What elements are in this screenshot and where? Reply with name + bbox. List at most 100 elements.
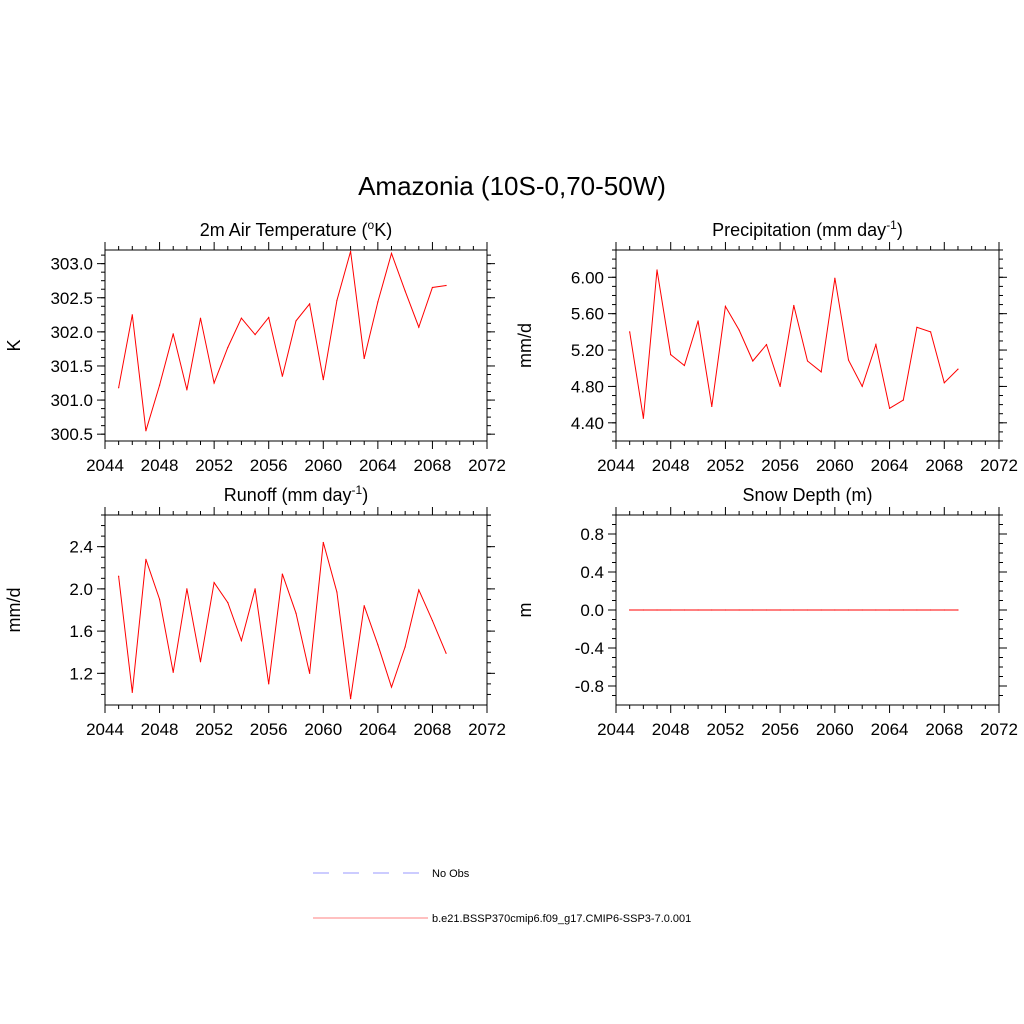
x-tick-label: 2052 xyxy=(195,456,233,475)
y-tick-label: 1.6 xyxy=(69,622,93,641)
data-point xyxy=(683,609,685,611)
data-point xyxy=(916,326,918,328)
x-tick-label: 2072 xyxy=(980,720,1018,739)
data-point xyxy=(281,573,283,575)
data-point xyxy=(322,379,324,381)
main-title: Amazonia (10S-0,70-50W) xyxy=(358,171,666,201)
data-point xyxy=(390,686,393,688)
data-point xyxy=(902,399,904,401)
data-point xyxy=(888,407,891,409)
legend: No Obs b.e21.BSSP370cmip6.f09_g17.CMIP6-… xyxy=(313,868,691,925)
data-point xyxy=(752,609,754,611)
legend-label-model: b.e21.BSSP370cmip6.f09_g17.CMIP6-SSP3-7.… xyxy=(432,913,691,925)
data-point xyxy=(902,609,904,611)
data-point xyxy=(916,609,918,611)
data-point xyxy=(145,558,147,560)
data-point xyxy=(930,331,932,333)
x-tick-label: 2072 xyxy=(980,456,1018,475)
plot-frame xyxy=(104,249,488,442)
y-tick-label: 5.20 xyxy=(571,341,604,360)
data-point xyxy=(199,661,202,663)
x-tick-label: 2044 xyxy=(597,456,635,475)
data-point xyxy=(349,698,352,700)
data-point xyxy=(131,691,133,693)
series-line-runoff xyxy=(118,542,447,699)
x-tick-label: 2072 xyxy=(468,456,506,475)
x-tick-label: 2056 xyxy=(250,456,288,475)
data-point xyxy=(309,303,311,305)
data-point xyxy=(295,320,297,322)
data-point xyxy=(186,588,188,590)
x-tick-label: 2060 xyxy=(304,720,342,739)
data-point xyxy=(336,591,338,593)
data-point xyxy=(724,305,727,307)
data-point xyxy=(820,609,822,611)
data-point xyxy=(240,640,243,642)
data-point xyxy=(957,368,959,370)
data-point xyxy=(711,405,713,408)
data-point xyxy=(418,589,420,591)
x-tick-label: 2056 xyxy=(250,720,288,739)
data-point xyxy=(642,417,644,419)
y-axis-label: K xyxy=(4,339,24,351)
x-tick-label: 2072 xyxy=(468,720,506,739)
y-axis-label: mm/d xyxy=(4,588,24,633)
y-tick-label: 0.8 xyxy=(580,525,604,544)
x-tick-label: 2060 xyxy=(816,720,854,739)
x-tick-label: 2052 xyxy=(195,720,233,739)
x-tick-label: 2056 xyxy=(761,720,799,739)
panel-snow-depth: 2044 2048 2052 2056 2060 2064 2068 2072 -0.8 -0.4… xyxy=(515,485,1018,739)
data-point xyxy=(404,290,406,292)
y-tick-label: 303.0 xyxy=(50,255,93,274)
data-point xyxy=(309,672,311,674)
data-point xyxy=(213,382,215,384)
y-tick-label: 0.4 xyxy=(580,563,604,582)
x-tick-label: 2048 xyxy=(141,720,179,739)
data-point xyxy=(861,385,863,388)
y-tick-label: 2.0 xyxy=(69,580,93,599)
data-point xyxy=(158,384,161,386)
panel-precipitation: 2044 2048 2052 2056 2060 2064 2068 2072 4.40 4.80… xyxy=(515,218,1018,475)
data-point xyxy=(390,252,393,255)
data-point xyxy=(724,609,727,611)
y-tick-label: -0.4 xyxy=(575,639,604,658)
x-tick-label: 2048 xyxy=(141,456,179,475)
y-tick-label: 300.5 xyxy=(50,425,93,444)
data-point xyxy=(752,360,754,362)
x-tick-label: 2064 xyxy=(871,720,909,739)
data-point xyxy=(834,609,836,611)
x-tick-label: 2068 xyxy=(925,720,963,739)
x-tick-label: 2060 xyxy=(816,456,854,475)
y-tick-label: 301.5 xyxy=(50,357,93,376)
data-point xyxy=(765,343,768,346)
y-tick-label: 5.60 xyxy=(571,305,604,324)
x-tick-label: 2044 xyxy=(86,720,124,739)
data-point xyxy=(186,389,188,391)
y-tick-label: -0.8 xyxy=(575,677,604,696)
data-point xyxy=(404,646,406,648)
panel-air-temperature: 2044 2048 2052 2056 2060 2064 2068 2072 300.5 301… xyxy=(4,218,506,475)
y-tick-label: 6.00 xyxy=(571,268,604,287)
panel-title: Snow Depth (m) xyxy=(742,485,872,505)
data-point xyxy=(779,385,781,388)
series-line-precipitation xyxy=(629,269,959,419)
data-point xyxy=(930,609,932,611)
data-point xyxy=(377,644,379,646)
data-point xyxy=(738,609,740,611)
data-point xyxy=(349,250,352,252)
x-tick-label: 2068 xyxy=(925,456,963,475)
panel-title: 2m Air Temperature (oK) xyxy=(200,218,392,240)
series-line-air-temperature xyxy=(118,251,447,431)
panel-title: Precipitation (mm day-1) xyxy=(712,218,903,240)
x-tick-label: 2048 xyxy=(652,720,690,739)
data-point xyxy=(363,605,365,607)
y-axis-label: m xyxy=(515,603,535,618)
y-tick-label: 1.2 xyxy=(69,664,93,683)
plot-frame xyxy=(615,249,1000,442)
data-point xyxy=(418,326,420,328)
data-point xyxy=(793,609,795,611)
data-point xyxy=(254,588,256,590)
data-point xyxy=(377,301,379,303)
data-point xyxy=(118,575,120,577)
